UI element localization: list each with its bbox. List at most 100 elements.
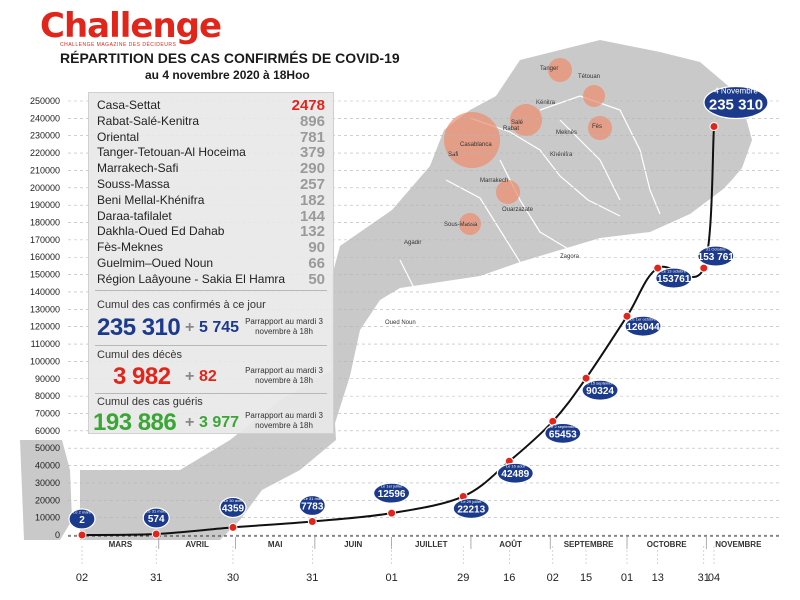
map-city-label: Khénifra xyxy=(550,152,573,158)
map-city-label: Zagora xyxy=(560,254,580,260)
month-label: MARS xyxy=(109,540,133,549)
month-label: AOÛT xyxy=(499,540,522,549)
map-west-strip xyxy=(20,440,72,540)
region-value: 2478 xyxy=(291,97,325,114)
y-tick-label: 80000 xyxy=(35,391,60,401)
value-pill xyxy=(496,462,534,484)
y-tick-label: 20000 xyxy=(35,495,60,505)
y-tick-label: 10000 xyxy=(35,513,60,523)
month-label: MAI xyxy=(268,540,283,549)
value-pill-label: 7783 xyxy=(301,501,324,512)
y-tick-label: 240000 xyxy=(30,113,60,123)
region-name: Tanger-Tetouan-Al Hoceima xyxy=(97,145,246,160)
case-bubble xyxy=(510,104,542,136)
month-label: OCTOBRE xyxy=(647,540,688,549)
region-value: 896 xyxy=(299,112,325,130)
region-name: Daraa-tafilalet xyxy=(97,208,172,223)
month-label: JUILLET xyxy=(415,540,448,549)
y-tick-label: 190000 xyxy=(30,200,60,210)
region-row: Guelmim–Oued Noun 66 xyxy=(97,255,329,272)
value-pill-label: 153761 xyxy=(657,274,691,285)
value-pill xyxy=(142,507,170,529)
value-pill-date: Le 15 septembre xyxy=(585,381,616,386)
month-label: NOVEMBRE xyxy=(715,540,762,549)
brand-logo: Challenge xyxy=(40,6,222,46)
data-point xyxy=(151,529,161,539)
y-tick-label: 130000 xyxy=(30,304,60,314)
map-city-label: Sous-Massa xyxy=(444,222,478,228)
region-name: Dakhla-Oued Ed Dahab xyxy=(97,224,225,239)
region-row: Daraa-tafilalet 144 xyxy=(97,207,329,225)
map-north-region xyxy=(330,40,752,440)
value-pill-label: 90324 xyxy=(586,386,614,397)
cumul-cases-plus: + xyxy=(185,319,195,336)
x-day-label: 31 xyxy=(306,572,318,584)
y-tick-label: 70000 xyxy=(35,408,60,418)
region-value: 290 xyxy=(299,160,325,178)
map-city-label: Salé xyxy=(511,120,524,126)
region-value: 90 xyxy=(308,239,325,257)
value-pill-date: Le 2 septembre xyxy=(549,424,578,429)
x-day-label: 29 xyxy=(457,572,469,584)
map-city-label: Agadir xyxy=(404,240,421,246)
region-row: Marrakech-Safi 290 xyxy=(97,160,329,178)
region-row: Dakhla-Oued Ed Dahab 132 xyxy=(97,223,329,240)
y-tick-label: 250000 xyxy=(30,96,60,106)
map-city-label: Oued Noun xyxy=(385,320,416,326)
value-pill xyxy=(697,245,735,267)
case-bubble xyxy=(444,112,500,168)
value-pill-date: Le 31 mai xyxy=(303,496,321,501)
region-value: 182 xyxy=(299,191,325,209)
value-pill-date: Le 2 mars xyxy=(73,509,91,514)
divider xyxy=(95,393,327,394)
value-pill-label: 42489 xyxy=(501,469,529,480)
region-value: 50 xyxy=(308,270,325,288)
data-point xyxy=(228,522,238,532)
map-city-label: Ouarzazate xyxy=(502,207,534,213)
data-point xyxy=(653,263,663,273)
chart-title: RÉPARTITION DES CAS CONFIRMÉS DE COVID-1… xyxy=(60,50,400,66)
value-pill xyxy=(703,85,769,120)
y-tick-label: 200000 xyxy=(30,183,60,193)
map-city-label: Tanger xyxy=(540,66,558,72)
x-day-label: 15 xyxy=(580,572,592,584)
case-bubble xyxy=(459,213,481,235)
case-bubble xyxy=(548,58,572,82)
region-name: Casa-Settat xyxy=(97,98,161,112)
month-label: SEPTEMBRE xyxy=(564,540,614,549)
region-value: 257 xyxy=(299,176,325,193)
region-name: Fès-Meknes xyxy=(97,240,164,255)
y-tick-label: 100000 xyxy=(30,356,60,366)
data-point xyxy=(77,530,87,540)
y-tick-label: 150000 xyxy=(30,270,60,280)
y-tick-label: 30000 xyxy=(35,478,60,488)
region-row: Souss-Massa 257 xyxy=(97,176,329,193)
x-day-label: 30 xyxy=(227,572,239,584)
cumul-cases-total: 235 310 xyxy=(97,314,181,341)
region-name: Oriental xyxy=(97,129,140,144)
case-bubble xyxy=(496,180,520,204)
data-point xyxy=(387,508,397,518)
chart-subtitle: au 4 novembre 2020 à 18Hoo xyxy=(145,68,310,82)
data-point xyxy=(709,122,719,132)
y-tick-label: 110000 xyxy=(31,339,60,349)
data-point xyxy=(581,373,591,383)
y-tick-label: 40000 xyxy=(35,461,60,471)
x-axis: MARS AVRIL MAI JUIN JUILLET AOÛT SEPTEMBRE OCTO… xyxy=(68,535,780,584)
y-tick-label: 170000 xyxy=(30,235,60,245)
value-pill xyxy=(544,422,582,444)
region-value: 144 xyxy=(299,207,325,225)
x-day-label: 04 xyxy=(708,572,720,584)
map-city-label: Kénitra xyxy=(536,100,556,106)
cumul-recovered-label: Cumul des cas guéris xyxy=(97,396,203,408)
x-day-label: 13 xyxy=(652,572,664,584)
value-pill-label: 65453 xyxy=(549,429,577,440)
cumul-recovered-delta: 3 977 xyxy=(199,414,240,431)
cumul-cases-note: Parrapport au mardi 3 novembre à 18h xyxy=(245,317,323,336)
map-city-label: Tétouan xyxy=(578,74,600,80)
month-label: JUIN xyxy=(344,540,362,549)
x-day-label: 02 xyxy=(76,572,88,584)
map-case-bubbles xyxy=(444,58,612,235)
value-pill-date: Le 31 mars xyxy=(146,509,166,514)
